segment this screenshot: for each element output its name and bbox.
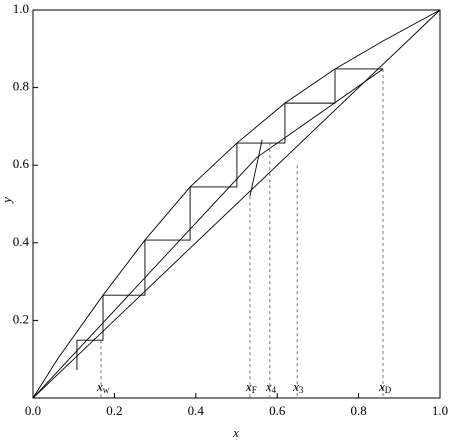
marker-label: xD <box>378 379 392 395</box>
marker-label-main: x <box>265 379 272 394</box>
plot-frame <box>32 9 441 399</box>
x-tick-label: 1.0 <box>432 403 448 418</box>
y-tick-label: 0.6 <box>13 156 30 171</box>
marker-label-sub: w <box>103 385 110 395</box>
marker-label: x3 <box>292 379 304 395</box>
x-tick-label: 0.2 <box>106 403 122 418</box>
marker-label: xw <box>96 379 110 395</box>
curve <box>32 9 441 399</box>
marker-label: xF <box>245 379 257 395</box>
marker-label-main: x <box>378 379 385 394</box>
marker-label-sub: 4 <box>272 385 277 395</box>
marker-label-sub: D <box>385 385 392 395</box>
y-tick-label: 0.2 <box>13 311 29 326</box>
x-tick-label: 0.4 <box>188 403 205 418</box>
curve <box>32 68 384 399</box>
curve <box>76 68 384 371</box>
marker-label-main: x <box>96 379 103 394</box>
x-tick-label: 0.8 <box>350 403 366 418</box>
marker-label-main: x <box>245 379 252 394</box>
x-tick-label: 0.6 <box>269 403 286 418</box>
curve <box>32 9 441 399</box>
y-tick-label: 0.8 <box>13 79 29 94</box>
marker-label-sub: 3 <box>299 385 304 395</box>
curve <box>249 139 263 197</box>
y-tick-label: 0.4 <box>13 234 30 249</box>
y-tick-label: 1.0 <box>13 1 29 16</box>
marker-label-sub: F <box>252 385 257 395</box>
y-axis-title: y <box>0 197 14 205</box>
marker-label-main: x <box>292 379 299 394</box>
x-axis-title: x <box>232 425 239 440</box>
marker-label: x4 <box>265 379 277 395</box>
x-tick-label: 0.0 <box>25 403 41 418</box>
